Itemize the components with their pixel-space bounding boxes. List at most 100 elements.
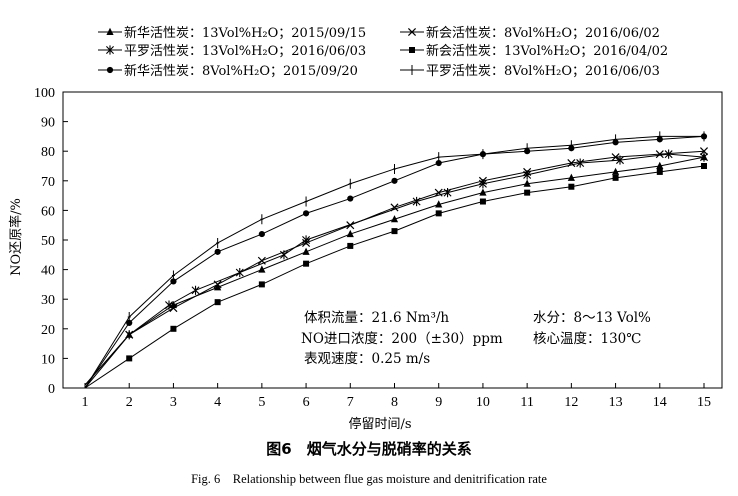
x-tick-label: 11 bbox=[520, 395, 533, 410]
y-tick-label: 80 bbox=[41, 145, 55, 160]
annotation-core-temperature: 核心温度：130℃ bbox=[533, 331, 641, 347]
x-tick-label: 2 bbox=[126, 395, 133, 410]
data-point bbox=[435, 159, 442, 167]
data-point bbox=[347, 242, 354, 249]
data-point bbox=[214, 299, 221, 306]
series-4 bbox=[84, 147, 709, 386]
data-point bbox=[258, 265, 266, 273]
data-point bbox=[213, 280, 222, 289]
data-point bbox=[126, 355, 133, 362]
series-layer bbox=[84, 131, 709, 389]
x-tick-label: 8 bbox=[391, 395, 398, 410]
legend-item: 新会活性炭：8Vol%H₂O；2016/06/02 bbox=[400, 25, 660, 41]
data-point bbox=[390, 203, 399, 212]
legend-label: 新会活性炭：8Vol%H₂O；2016/06/02 bbox=[426, 25, 660, 41]
y-axis: 0 10 20 30 40 50 60 70 80 90 100 bbox=[34, 86, 68, 397]
data-point bbox=[478, 176, 487, 185]
data-point bbox=[523, 179, 531, 187]
x-tick-label: 7 bbox=[347, 395, 354, 410]
legend-item: 新华活性炭：13Vol%H₂O；2015/09/15 bbox=[98, 25, 366, 41]
x-tick-label: 15 bbox=[697, 395, 711, 410]
data-point bbox=[257, 256, 266, 265]
data-point bbox=[346, 221, 355, 230]
y-tick-label: 10 bbox=[41, 352, 55, 367]
annotation-no-concentration: NO进口浓度：200（±30）ppm bbox=[301, 331, 503, 347]
data-point bbox=[481, 149, 485, 160]
data-point bbox=[214, 283, 222, 291]
series-2 bbox=[84, 149, 708, 386]
data-point bbox=[614, 134, 618, 145]
legend-marker bbox=[106, 27, 114, 35]
data-point bbox=[435, 200, 443, 208]
legend: 新华活性炭：13Vol%H₂O；2015/09/15 平罗活性炭：13Vol%H₂… bbox=[98, 25, 668, 79]
data-point bbox=[347, 195, 354, 202]
data-point bbox=[302, 238, 311, 247]
figure-caption-chinese: 图6 烟气水分与脱硝率的关系 bbox=[266, 440, 472, 458]
data-point bbox=[391, 228, 398, 235]
x-tick-label: 5 bbox=[258, 395, 265, 410]
data-point bbox=[567, 173, 575, 181]
legend-label: 新华活性炭：13Vol%H₂O；2015/09/15 bbox=[124, 25, 366, 41]
data-point bbox=[346, 229, 354, 238]
data-point bbox=[390, 215, 399, 223]
data-point bbox=[523, 167, 532, 176]
data-point bbox=[216, 237, 220, 248]
data-point bbox=[127, 311, 131, 322]
data-point bbox=[658, 131, 662, 142]
legend-marker bbox=[410, 65, 414, 75]
legend-marker bbox=[106, 45, 114, 55]
annotation-velocity: 表观速度：0.25 m/s bbox=[304, 351, 430, 367]
legend-label: 平罗活性炭：13Vol%H₂O；2016/06/03 bbox=[124, 44, 366, 59]
y-axis-title: NO还原率/% bbox=[8, 198, 24, 276]
data-point bbox=[258, 281, 265, 288]
data-point bbox=[524, 189, 531, 196]
legend-label: 新会活性炭：13Vol%H₂O；2016/04/02 bbox=[426, 43, 668, 59]
data-point bbox=[699, 147, 709, 156]
data-point bbox=[525, 143, 529, 154]
y-tick-label: 60 bbox=[41, 204, 55, 219]
data-point bbox=[170, 325, 177, 332]
data-point bbox=[126, 319, 133, 326]
x-tick-label: 4 bbox=[214, 395, 221, 410]
chart-svg: 新华活性炭：13Vol%H₂O；2015/09/15 平罗活性炭：13Vol%H₂… bbox=[8, 25, 723, 432]
data-point bbox=[611, 167, 620, 175]
data-point bbox=[434, 188, 443, 197]
data-point bbox=[611, 153, 620, 162]
legend-marker bbox=[407, 27, 417, 37]
data-point bbox=[702, 131, 706, 142]
data-point bbox=[576, 158, 585, 168]
x-tick-label: 6 bbox=[303, 395, 310, 410]
data-point bbox=[664, 149, 673, 159]
legend-item: 新华活性炭：8Vol%H₂O；2015/09/20 bbox=[98, 63, 358, 79]
data-point bbox=[169, 304, 178, 313]
data-point bbox=[700, 152, 708, 162]
annotation-block: 体积流量：21.6 Nm³/h 水分：8～13 Vol% NO进口浓度：200（… bbox=[301, 310, 651, 367]
y-tick-label: 0 bbox=[48, 382, 55, 397]
legend-label: 新华活性炭：8Vol%H₂O；2015/09/20 bbox=[124, 63, 358, 79]
x-tick-label: 10 bbox=[476, 395, 490, 410]
annotation-moisture: 水分：8～13 Vol% bbox=[533, 310, 651, 326]
series-6 bbox=[84, 131, 706, 389]
data-point bbox=[479, 188, 487, 196]
x-tick-label: 9 bbox=[435, 395, 442, 410]
data-point bbox=[393, 163, 396, 174]
data-point bbox=[479, 198, 486, 205]
data-point bbox=[567, 159, 576, 168]
series-line bbox=[84, 150, 705, 386]
data-point bbox=[302, 247, 310, 255]
legend-marker bbox=[409, 47, 415, 53]
x-tick-label: 3 bbox=[170, 395, 177, 410]
data-point bbox=[304, 196, 308, 207]
data-point bbox=[701, 163, 707, 169]
data-point bbox=[170, 278, 177, 285]
x-axis: 1 2 3 4 5 6 7 8 9 10 11 12 13 14 15 bbox=[82, 383, 711, 410]
legend-item: 新会活性炭：13Vol%H₂O；2016/04/02 bbox=[400, 43, 668, 59]
data-point bbox=[435, 210, 442, 217]
data-point bbox=[656, 168, 663, 175]
annotation-flow: 体积流量：21.6 Nm³/h bbox=[304, 310, 449, 326]
x-axis-title: 停留时间/s bbox=[348, 416, 411, 432]
data-point bbox=[348, 178, 352, 189]
data-point bbox=[437, 152, 441, 163]
data-point bbox=[125, 330, 134, 339]
data-point bbox=[612, 174, 619, 181]
